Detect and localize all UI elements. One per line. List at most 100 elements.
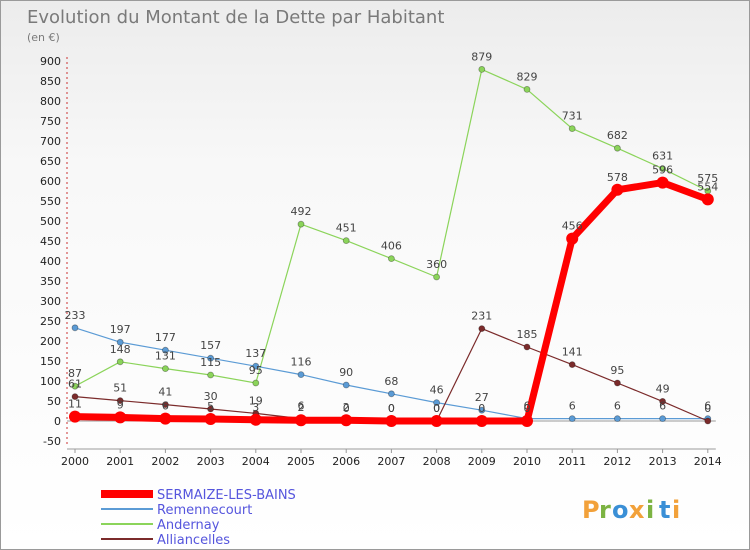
- data-point: [614, 415, 621, 423]
- logo-letter: x: [629, 496, 645, 524]
- y-tick-label: 500: [40, 215, 61, 228]
- logo-letter: i: [672, 496, 680, 524]
- data-point: [387, 390, 395, 398]
- legend-label: Andernay: [157, 518, 220, 533]
- data-point: [161, 365, 169, 373]
- data-point: [116, 358, 124, 366]
- x-tick-label: 2004: [242, 455, 270, 468]
- data-label: 2: [298, 401, 305, 414]
- y-tick-label: 650: [40, 155, 61, 168]
- data-label: 731: [562, 110, 583, 123]
- x-tick-label: 2009: [468, 455, 496, 468]
- y-tick-label: 350: [40, 275, 61, 288]
- data-label: 2: [343, 401, 350, 414]
- data-point: [523, 86, 531, 93]
- data-label: 95: [249, 364, 263, 377]
- data-point: [478, 66, 486, 73]
- data-point: [478, 406, 486, 414]
- data-label: 5: [207, 400, 214, 413]
- data-label: 30: [204, 390, 218, 403]
- data-label: 61: [68, 378, 82, 391]
- data-label: 456: [562, 220, 583, 233]
- data-point: [568, 125, 576, 132]
- data-label: 6: [704, 400, 711, 413]
- data-label: 0: [433, 402, 440, 415]
- data-label: 49: [656, 382, 670, 395]
- legend-label: Alliancelles: [157, 533, 230, 548]
- y-tick-label: 700: [40, 135, 61, 148]
- data-point: [207, 405, 215, 413]
- data-point: [159, 412, 172, 425]
- logo-letter: t: [659, 496, 670, 524]
- data-point: [71, 324, 79, 332]
- data-point: [614, 144, 621, 152]
- data-point: [566, 232, 579, 245]
- data-point: [659, 165, 666, 173]
- data-label: 879: [471, 50, 492, 63]
- data-point: [430, 415, 443, 427]
- data-label: 6: [162, 400, 169, 413]
- y-tick-label: 450: [40, 235, 61, 248]
- y-tick-label: 400: [40, 255, 61, 268]
- data-label: 3: [252, 401, 259, 414]
- data-point: [114, 411, 127, 424]
- data-point: [71, 382, 79, 390]
- data-label: 0: [343, 402, 350, 415]
- data-point: [116, 397, 124, 405]
- data-point: [433, 399, 441, 407]
- data-point: [161, 401, 169, 409]
- data-point: [387, 255, 395, 263]
- data-point: [297, 371, 305, 379]
- data-label: 197: [110, 323, 131, 336]
- data-label: 27: [475, 391, 489, 404]
- data-point: [659, 397, 666, 405]
- data-label: 231: [471, 310, 492, 323]
- data-label: 451: [336, 222, 357, 235]
- data-label: 68: [384, 375, 398, 388]
- y-tick-label: 50: [47, 395, 61, 408]
- data-label: 406: [381, 240, 402, 253]
- data-label: 492: [291, 205, 312, 218]
- data-point: [704, 417, 712, 425]
- y-tick-label: 150: [40, 355, 61, 368]
- x-tick-label: 2006: [332, 455, 360, 468]
- x-tick-label: 2005: [287, 455, 315, 468]
- x-tick-label: 2000: [61, 455, 89, 468]
- data-label: 6: [659, 400, 666, 413]
- data-label: 578: [607, 171, 628, 184]
- data-label: 9: [117, 398, 124, 411]
- data-point: [568, 415, 576, 423]
- data-point: [249, 413, 262, 426]
- y-tick-label: 600: [40, 175, 61, 188]
- legend-label: Remennecourt: [157, 503, 252, 518]
- x-tick-label: 2011: [558, 455, 586, 468]
- data-point: [523, 343, 531, 351]
- data-point: [207, 371, 215, 379]
- x-tick-label: 2014: [694, 455, 722, 468]
- data-label: 116: [291, 356, 312, 369]
- data-point: [478, 325, 486, 333]
- x-tick-label: 2001: [106, 455, 134, 468]
- data-point: [340, 414, 353, 427]
- x-tick-label: 2008: [423, 455, 451, 468]
- data-point: [71, 393, 79, 401]
- data-point: [161, 346, 169, 354]
- data-point: [69, 410, 81, 423]
- data-point: [342, 381, 350, 389]
- data-point: [342, 237, 350, 245]
- y-tick-label: 900: [40, 55, 61, 68]
- data-point: [116, 338, 124, 346]
- data-point: [611, 183, 624, 196]
- data-label: 682: [607, 129, 628, 142]
- legend-label: SERMAIZE-LES-BAINS: [157, 488, 296, 503]
- data-point: [521, 415, 533, 427]
- legend: SERMAIZE-LES-BAINSRemennecourtAndernayAl…: [101, 488, 296, 548]
- data-label: 6: [614, 400, 621, 413]
- data-label: 131: [155, 350, 176, 363]
- data-label: 554: [697, 180, 718, 193]
